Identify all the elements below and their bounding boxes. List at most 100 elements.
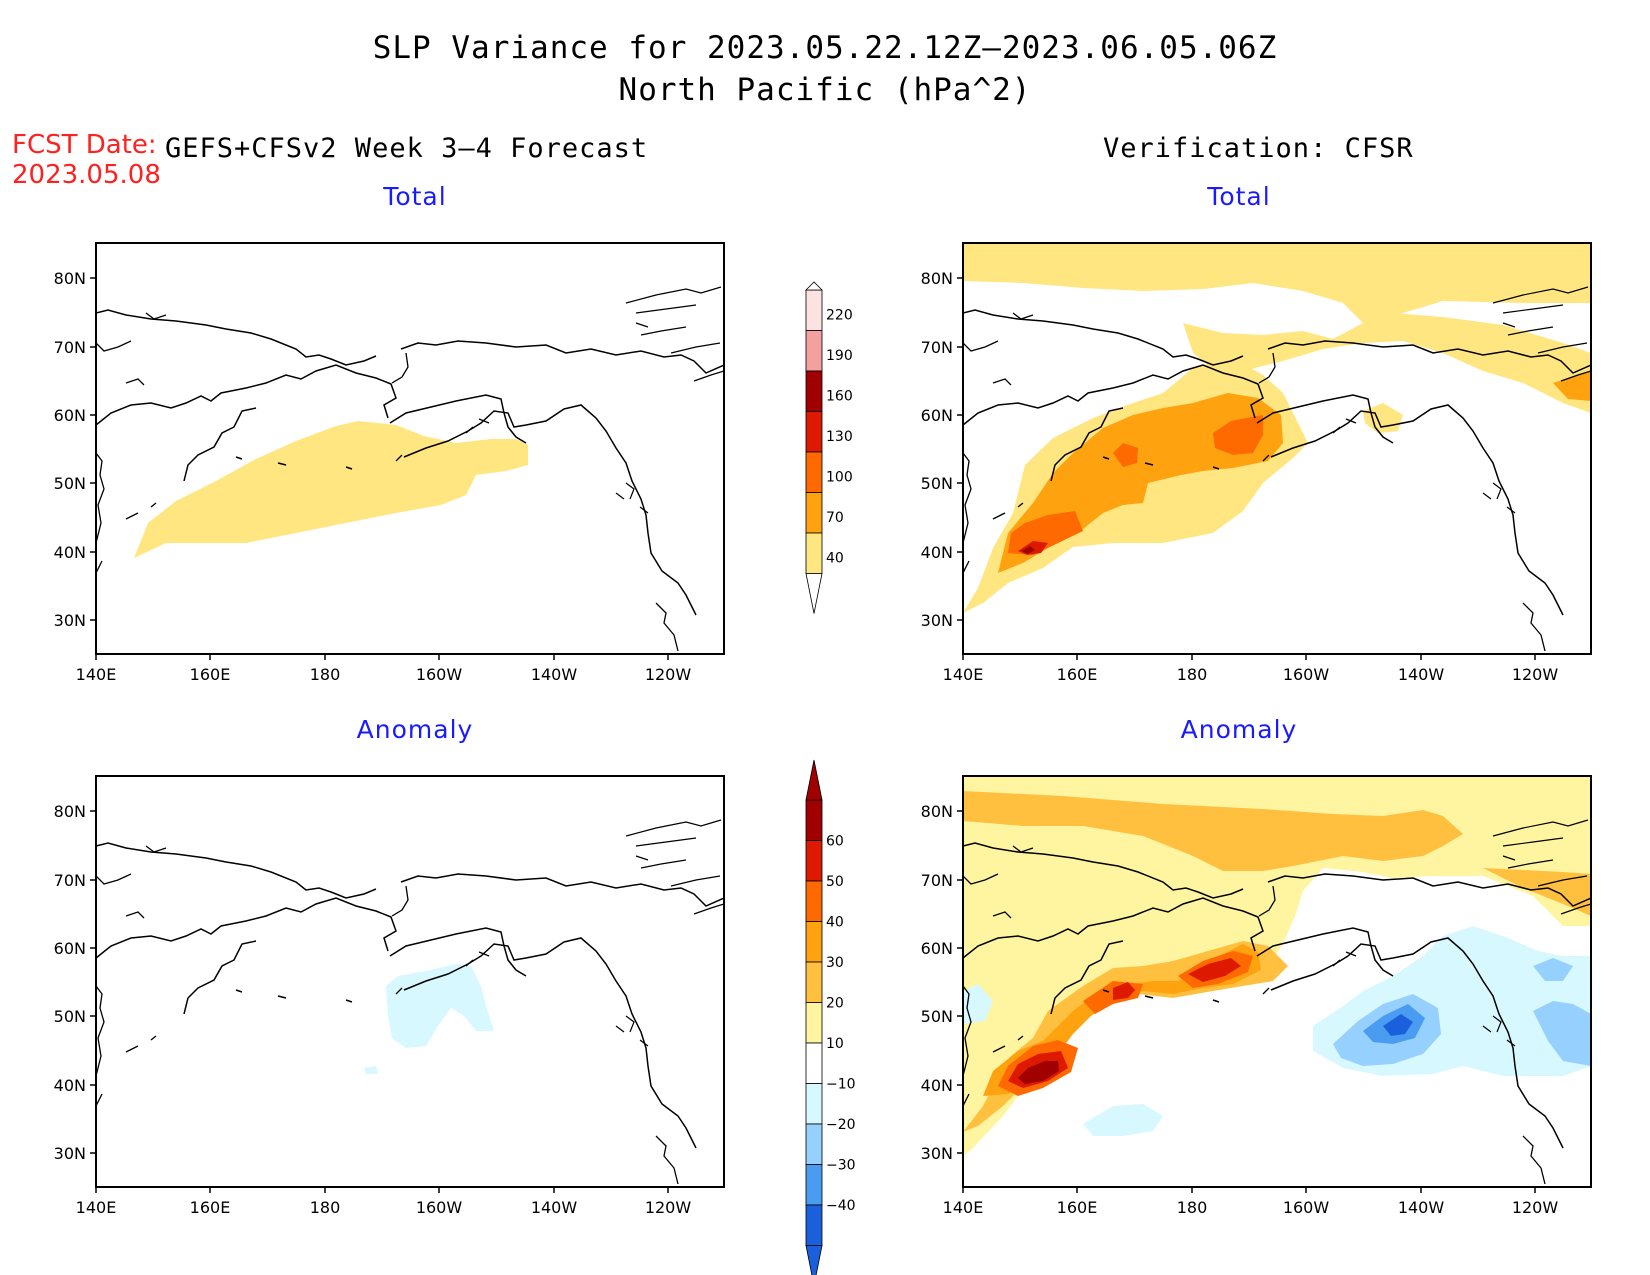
verification-total-lat-label: 60N [921,406,953,425]
forecast-total-lat-label: 30N [54,611,86,630]
forecast-anomaly-lon-label: 140W [531,1198,578,1217]
total-colorbar-level-label: 70 [826,510,844,526]
anomaly-colorbar-segment [805,1042,823,1084]
forecast-total-lon-label: 140W [531,665,578,684]
forecast-anomaly-title: Anomaly [356,715,474,744]
anomaly-colorbar-segment [805,1002,823,1044]
verification-anomaly-lat-label: 60N [921,939,953,958]
verification-total-40-north [963,243,1591,323]
verification-total-lat-label: 80N [921,269,953,288]
total-colorbar: 220 190 160 130 100 70 40 [805,281,853,614]
forecast-anomaly-lon-label: 160E [190,1198,231,1217]
forecast-anomaly-lat-label: 50N [54,1007,86,1026]
forecast-total-frame [95,242,725,655]
anomaly-colorbar-segment [805,880,823,922]
verification-anomaly-title: Anomaly [1180,715,1298,744]
verification-anomaly-10-north [963,776,1591,1156]
verification-total-frame [962,242,1592,655]
forecast-total-lat-label: 60N [54,406,86,425]
verification-anomaly-neg10-sw [1083,1104,1163,1136]
anomaly-colorbar-level-label: −20 [826,1117,856,1133]
verification-total-70-east [1553,371,1591,401]
forecast-total-lon-label: 120W [645,665,692,684]
verification-anomaly-frame [962,775,1592,1188]
forecast-anomaly-lat-label: 30N [54,1144,86,1163]
verification-total-100-b [1113,443,1138,467]
verification-total-lon-label: 140W [1398,665,1445,684]
anomaly-colorbar-segment [805,921,823,963]
verification-anomaly-lat-label: 30N [921,1144,953,1163]
figure-title-line1: SLP Variance for 2023.05.22.12Z–2023.06.… [372,30,1278,66]
total-colorbar-segment [805,532,823,574]
anomaly-colorbar-level-label: 20 [826,996,844,1012]
verification-total-lon-label: 180 [1177,665,1208,684]
anomaly-colorbar-segment [805,840,823,882]
total-colorbar-top-arrow [805,281,823,291]
verification-anomaly-lon-label: 120W [1512,1198,1559,1217]
forecast-anomaly-lon-label: 160W [416,1198,463,1217]
anomaly-colorbar-bottom-arrow [805,1245,823,1275]
total-colorbar-segment [805,451,823,493]
total-colorbar-segment [805,330,823,372]
anomaly-colorbar-level-label: 10 [826,1036,844,1052]
forecast-total-lat-label: 50N [54,474,86,493]
verification-anomaly-lon-label: 140E [943,1198,984,1217]
forecast-anomaly-neg10-contour [364,964,494,1074]
verification-anomaly-60-band [1018,1061,1059,1084]
total-colorbar-level-label: 130 [826,429,853,445]
fcst-date-value: 2023.05.08 [12,160,161,190]
anomaly-colorbar-segment [805,961,823,1003]
anomaly-colorbar-segment [805,1164,823,1206]
forecast-anomaly-map [96,819,724,1185]
total-colorbar-segment [805,411,823,453]
verification-anomaly-20-band [963,941,1288,1132]
verification-total-map [963,243,1591,652]
verification-anomaly-20-north [963,791,1591,916]
anomaly-colorbar-segment [805,1083,823,1125]
verification-anomaly-neg10-west [963,984,993,1024]
total-colorbar-level-label: 190 [826,348,853,364]
forecast-total-lat-label: 40N [54,543,86,562]
anomaly-colorbar-segment [805,1123,823,1165]
verification-anomaly-lat-label: 50N [921,1007,953,1026]
total-colorbar-level-label: 160 [826,388,853,404]
forecast-total-lat-label: 70N [54,338,86,357]
verification-total-lat-label: 70N [921,338,953,357]
total-colorbar-level-label: 220 [826,307,853,323]
forecast-anomaly-lon-label: 180 [310,1198,341,1217]
verification-anomaly-lon-label: 180 [1177,1198,1208,1217]
forecast-total-lon-label: 140E [76,665,117,684]
verification-total-lat-label: 30N [921,611,953,630]
verification-total-lon-label: 160E [1057,665,1098,684]
verification-anomaly-lon-label: 160E [1057,1198,1098,1217]
verification-anomaly-lon-label: 140W [1398,1198,1445,1217]
total-colorbar-level-label: 40 [826,550,844,566]
forecast-total-40-contour [134,421,528,558]
anomaly-colorbar-level-label: 30 [826,955,844,971]
forecast-anomaly-lon-label: 120W [645,1198,692,1217]
forecast-total-title: Total [383,182,447,211]
axes-layer: 80N 70N 60N 50N 40N 30N 140E 160E 180 160W 140W 120… [54,269,1559,1217]
total-colorbar-level-label: 100 [826,469,853,485]
anomaly-colorbar-top-arrow [805,759,823,801]
verification-total-lat-label: 50N [921,474,953,493]
forecast-anomaly-lat-label: 40N [54,1076,86,1095]
verification-total-lat-label: 40N [921,543,953,562]
verification-total-40-arctic [1183,313,1591,413]
verification-anomaly-lat-label: 80N [921,802,953,821]
verification-total-100-c [1213,415,1263,455]
anomaly-colorbar-level-label: −10 [826,1077,856,1093]
forecast-anomaly-lon-label: 140E [76,1198,117,1217]
forecast-total-lon-label: 160W [416,665,463,684]
verification-total-title: Total [1207,182,1271,211]
anomaly-colorbar: 60 50 40 30 20 10 −10 −20 −30 −40 [805,759,856,1275]
verification-anomaly-lat-label: 40N [921,1076,953,1095]
verification-header: Verification: CFSR [1103,133,1414,164]
anomaly-colorbar-level-label: 40 [826,915,844,931]
anomaly-colorbar-segment [805,1204,823,1246]
forecast-total-lon-label: 180 [310,665,341,684]
forecast-total-map [96,286,724,652]
forecast-anomaly-lat-label: 80N [54,802,86,821]
total-colorbar-segment [805,492,823,534]
fcst-date-label: FCST Date: [12,130,157,160]
